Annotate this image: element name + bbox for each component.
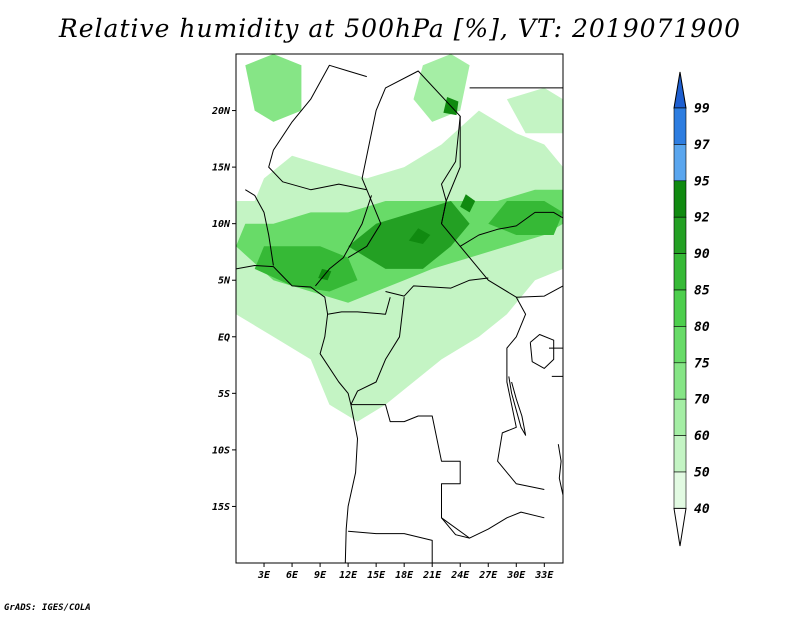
- colorbar-level-label: 50: [694, 466, 710, 481]
- lat-tick-label: EQ: [218, 332, 230, 343]
- border-10: [441, 511, 545, 539]
- humidity-region-north-patch-west: [245, 54, 302, 122]
- lon-tick-label: 18E: [395, 570, 414, 581]
- humidity-region-core-center: [348, 201, 470, 269]
- lon-tick-label: 33E: [534, 570, 554, 581]
- map-title: Relative humidity at 500hPa [%], VT: 201…: [58, 14, 742, 43]
- border-15: [549, 347, 563, 377]
- country-boundary-layer: [236, 64, 563, 563]
- colorbar-swatch: [673, 144, 687, 182]
- border-7: [350, 297, 405, 405]
- lake-malawi: [557, 444, 563, 496]
- colorbar: 99 97 95 92 90 85 80 75 70 60 50 40: [673, 71, 710, 547]
- lat-tick-label: 10N: [212, 219, 231, 230]
- humidity-region-peak-spot-2: [460, 194, 476, 213]
- lon-tick-label: 27E: [478, 570, 498, 581]
- colorbar-bottom-triangle: [673, 507, 687, 547]
- lat-tick-label: 5S: [218, 389, 230, 400]
- border-12: [441, 116, 461, 224]
- humidity-region-core-west: [254, 246, 358, 292]
- lon-tick-label: 6E: [286, 570, 299, 581]
- coast-west-africa: [236, 265, 358, 563]
- colorbar-swatch: [673, 326, 687, 364]
- colorbar-level-label: 90: [694, 247, 710, 262]
- lat-tick-label: 15N: [212, 163, 231, 174]
- lon-tick-label: 15E: [367, 570, 386, 581]
- colorbar-level-label: 70: [694, 393, 710, 408]
- border-2: [268, 64, 367, 191]
- colorbar-swatch: [673, 435, 687, 473]
- lake-tanganyika: [508, 376, 527, 436]
- colorbar-swatch: [673, 398, 687, 436]
- lon-tick-label: 21E: [422, 570, 442, 581]
- colorbar-swatch: [673, 180, 687, 218]
- colorbar-swatch: [673, 253, 687, 291]
- border-11: [516, 285, 563, 298]
- colorbar-swatch: [673, 216, 687, 254]
- colorbar-level-label: 95: [694, 174, 710, 189]
- lon-tick-label: 24E: [450, 570, 470, 581]
- longitude-axis: 3E 6E 9E 12E 15E 18E 21E 24E 27E 30E 33E: [257, 563, 554, 581]
- border-3: [245, 189, 274, 266]
- colorbar-swatch: [673, 362, 687, 400]
- colorbar-level-label: 80: [694, 320, 710, 335]
- lat-tick-label: 10S: [212, 445, 230, 456]
- humidity-region-peak-spot-1: [408, 228, 431, 244]
- colorbar-level-label: 99: [694, 102, 710, 117]
- latitude-axis: 20N 15N 10N 5N EQ 5S 10S 15S: [211, 106, 236, 513]
- colorbar-level-label: 60: [694, 429, 710, 444]
- colorbar-swatch: [673, 471, 687, 509]
- colorbar-swatch: [673, 289, 687, 327]
- lon-tick-label: 30E: [506, 570, 526, 581]
- colorbar-level-label: 40: [694, 502, 710, 517]
- border-13: [459, 211, 563, 247]
- grads-credit: GrADS: IGES/COLA: [4, 603, 91, 613]
- colorbar-swatch: [673, 107, 687, 145]
- colorbar-level-label: 97: [694, 138, 710, 153]
- lon-tick-label: 3E: [257, 570, 271, 581]
- lon-tick-label: 9E: [314, 570, 327, 581]
- colorbar-level-label: 85: [694, 284, 710, 299]
- humidity-region-northeast-patch: [506, 87, 563, 134]
- colorbar-level-label: 75: [694, 356, 710, 371]
- border-5: [385, 277, 489, 297]
- border-4: [315, 195, 372, 287]
- border-1: [347, 70, 545, 490]
- humidity-region-core-east: [488, 201, 563, 235]
- border-6: [327, 297, 391, 315]
- colorbar-top-triangle: [673, 71, 687, 109]
- lat-tick-label: 5N: [218, 276, 231, 287]
- lat-tick-label: 20N: [211, 106, 231, 117]
- map-frame: [235, 53, 564, 564]
- border-9: [348, 530, 433, 563]
- lat-tick-label: 15S: [212, 502, 230, 513]
- colorbar-level-label: 92: [694, 211, 710, 226]
- lake-victoria: [529, 334, 555, 369]
- lon-tick-label: 12E: [339, 570, 358, 581]
